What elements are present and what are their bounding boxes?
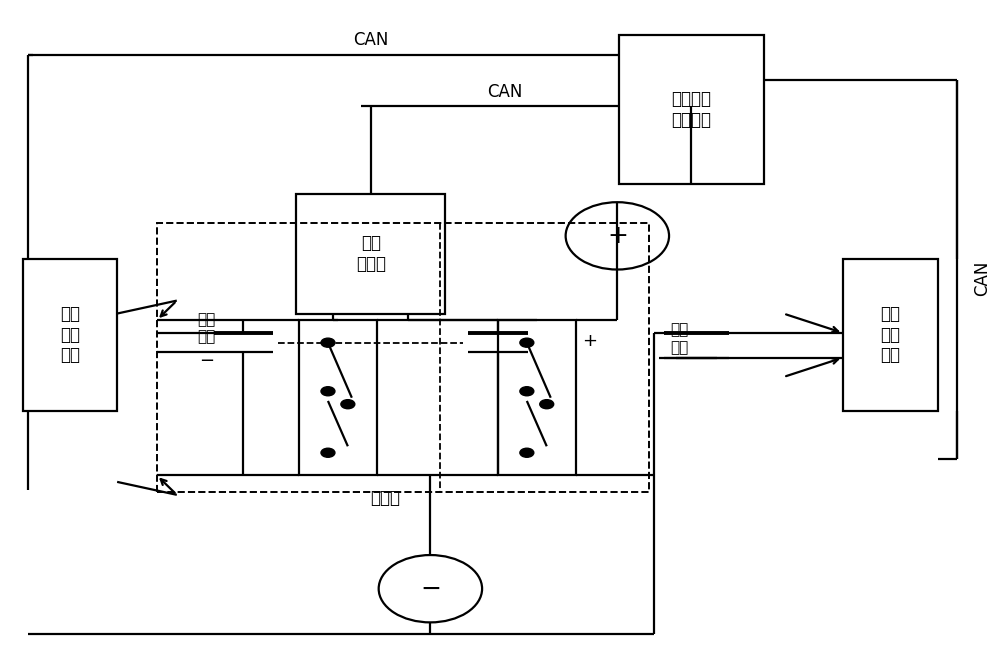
Bar: [296, 194, 445, 313]
Text: 电容: 电容: [198, 329, 216, 344]
Bar: [843, 259, 938, 411]
Circle shape: [341, 400, 355, 409]
Circle shape: [321, 448, 335, 457]
Circle shape: [520, 338, 534, 347]
Text: 第一
采样
装置: 第一 采样 装置: [880, 305, 900, 364]
Circle shape: [520, 448, 534, 457]
Text: CAN: CAN: [487, 83, 523, 101]
Circle shape: [321, 338, 335, 347]
Bar: [619, 35, 764, 184]
Circle shape: [540, 400, 554, 409]
Bar: [23, 259, 117, 411]
Text: CAN: CAN: [353, 31, 388, 50]
Bar: [498, 320, 576, 475]
Text: 开关
控制器: 开关 控制器: [356, 234, 386, 273]
Text: +: +: [582, 332, 597, 351]
Text: CAN: CAN: [973, 261, 991, 296]
Text: 动力: 动力: [670, 322, 688, 337]
Text: −: −: [420, 577, 441, 601]
Text: 复合电源
管理系统: 复合电源 管理系统: [671, 90, 711, 129]
Text: −: −: [199, 352, 214, 370]
Text: 电荷泵: 电荷泵: [371, 489, 401, 507]
Bar: [299, 320, 377, 475]
Circle shape: [520, 387, 534, 396]
Text: 超级: 超级: [198, 313, 216, 328]
Text: 第二
采样
装置: 第二 采样 装置: [60, 305, 80, 364]
Text: +: +: [607, 224, 628, 248]
Text: 电池: 电池: [670, 340, 688, 355]
Bar: [157, 223, 649, 492]
Circle shape: [321, 387, 335, 396]
